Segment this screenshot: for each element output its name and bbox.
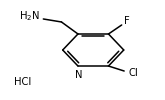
Text: F: F xyxy=(124,16,130,26)
Text: H$_2$N: H$_2$N xyxy=(19,9,40,23)
Text: N: N xyxy=(75,70,82,80)
Text: Cl: Cl xyxy=(128,68,138,78)
Text: HCl: HCl xyxy=(14,77,31,87)
